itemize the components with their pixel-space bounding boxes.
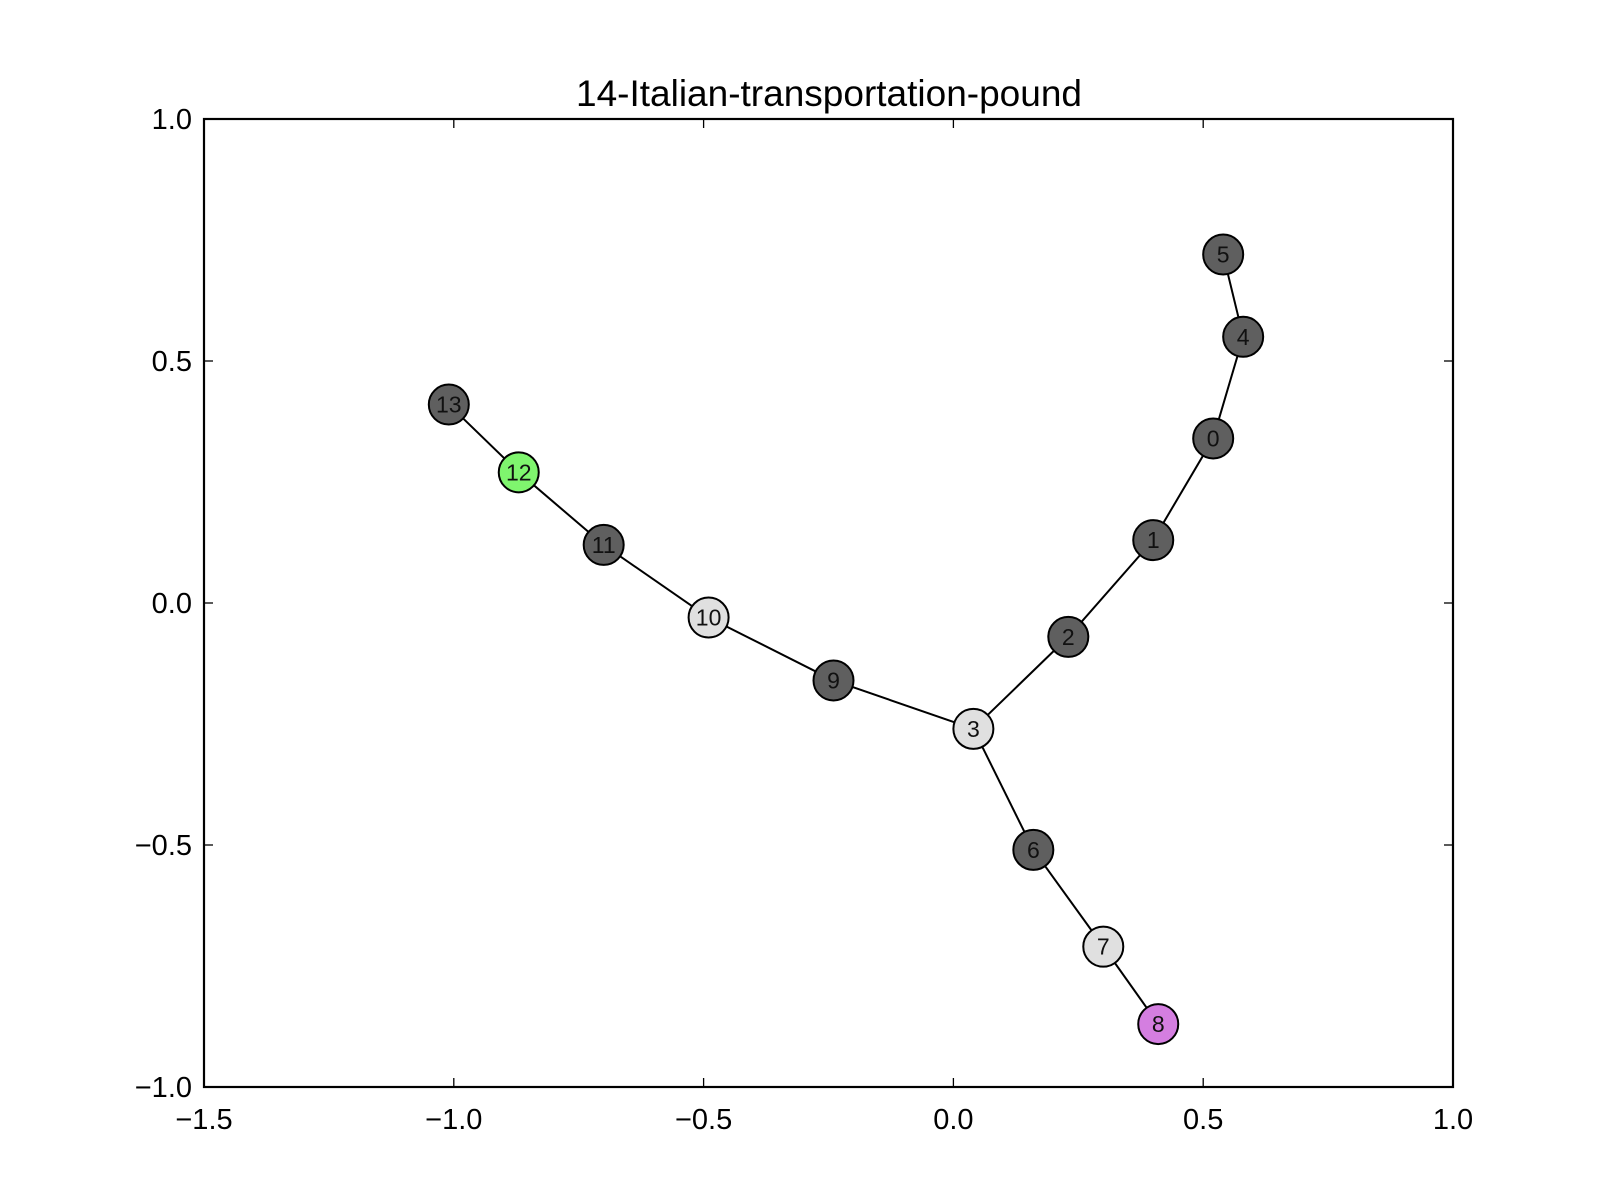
y-tick-label-4: −1.0 (135, 1072, 192, 1104)
node-circle-1 (1132, 519, 1175, 562)
node-label-6: 6 (1027, 837, 1040, 863)
y-tick-label-1: 0.5 (152, 346, 192, 378)
node-label-0: 0 (1207, 425, 1220, 451)
node-8: 8 (1137, 1003, 1180, 1046)
node-13: 13 (427, 383, 470, 426)
node-circle-4 (1222, 315, 1265, 358)
node-11: 11 (582, 523, 625, 566)
node-circle-6 (1012, 828, 1055, 871)
node-label-13: 13 (436, 392, 462, 418)
y-tick-label-0: 1.0 (152, 104, 192, 136)
node-label-12: 12 (506, 459, 532, 485)
node-circle-7 (1082, 925, 1125, 968)
x-tick-label-0: −1.5 (175, 1104, 232, 1136)
chart-title: 14-Italian-transportation-pound (576, 73, 1082, 114)
x-tick-label-4: 0.5 (1183, 1104, 1223, 1136)
x-tick-label-5: 1.0 (1433, 1104, 1473, 1136)
node-label-8: 8 (1152, 1011, 1165, 1037)
edge-10-11 (603, 544, 710, 619)
node-12: 12 (497, 451, 540, 494)
edge-3-9 (833, 679, 974, 730)
node-1: 1 (1132, 519, 1175, 562)
node-9: 9 (812, 659, 855, 702)
y-tick-label-3: −0.5 (135, 830, 192, 862)
node-label-2: 2 (1062, 624, 1075, 650)
x-tick-label-2: −0.5 (675, 1104, 732, 1136)
node-circle-8 (1137, 1003, 1180, 1046)
node-circle-2 (1047, 615, 1090, 658)
y-tick-label-2: 0.0 (152, 588, 192, 620)
node-label-9: 9 (827, 667, 840, 693)
node-label-10: 10 (696, 605, 722, 631)
node-5: 5 (1202, 233, 1245, 276)
node-circle-11 (582, 523, 625, 566)
edge-1-2 (1067, 539, 1154, 638)
tick-labels: −1.5 −1.0 −0.5 0.0 0.5 1.01.00.50.0−0.5−1.0 (135, 104, 1473, 1136)
node-label-11: 11 (592, 532, 616, 558)
edge-9-10 (708, 616, 834, 682)
edge-2-3 (972, 636, 1070, 730)
node-circle-3 (952, 707, 995, 750)
x-tick-label-1: −1.0 (425, 1104, 482, 1136)
node-6: 6 (1012, 828, 1055, 871)
node-circle-10 (687, 596, 730, 639)
node-label-5: 5 (1217, 242, 1230, 268)
node-3: 3 (952, 707, 995, 750)
node-circle-0 (1192, 417, 1235, 460)
node-7: 7 (1082, 925, 1125, 968)
node-4: 4 (1222, 315, 1265, 358)
graph-edges (448, 254, 1245, 1025)
axis-ticks (203, 118, 1454, 1088)
node-label-7: 7 (1097, 934, 1110, 960)
node-circle-9 (812, 659, 855, 702)
node-circle-5 (1202, 233, 1245, 276)
axes-frame (202, 117, 1455, 1089)
node-label-3: 3 (967, 716, 980, 742)
x-tick-label-3: 0.0 (933, 1104, 973, 1136)
node-circle-13 (427, 383, 470, 426)
node-label-1: 1 (1147, 527, 1160, 553)
edge-3-6 (972, 728, 1035, 851)
node-2: 2 (1047, 615, 1090, 658)
node-10: 10 (687, 596, 730, 639)
node-circle-12 (497, 451, 540, 494)
node-0: 0 (1192, 417, 1235, 460)
node-label-4: 4 (1237, 324, 1250, 350)
